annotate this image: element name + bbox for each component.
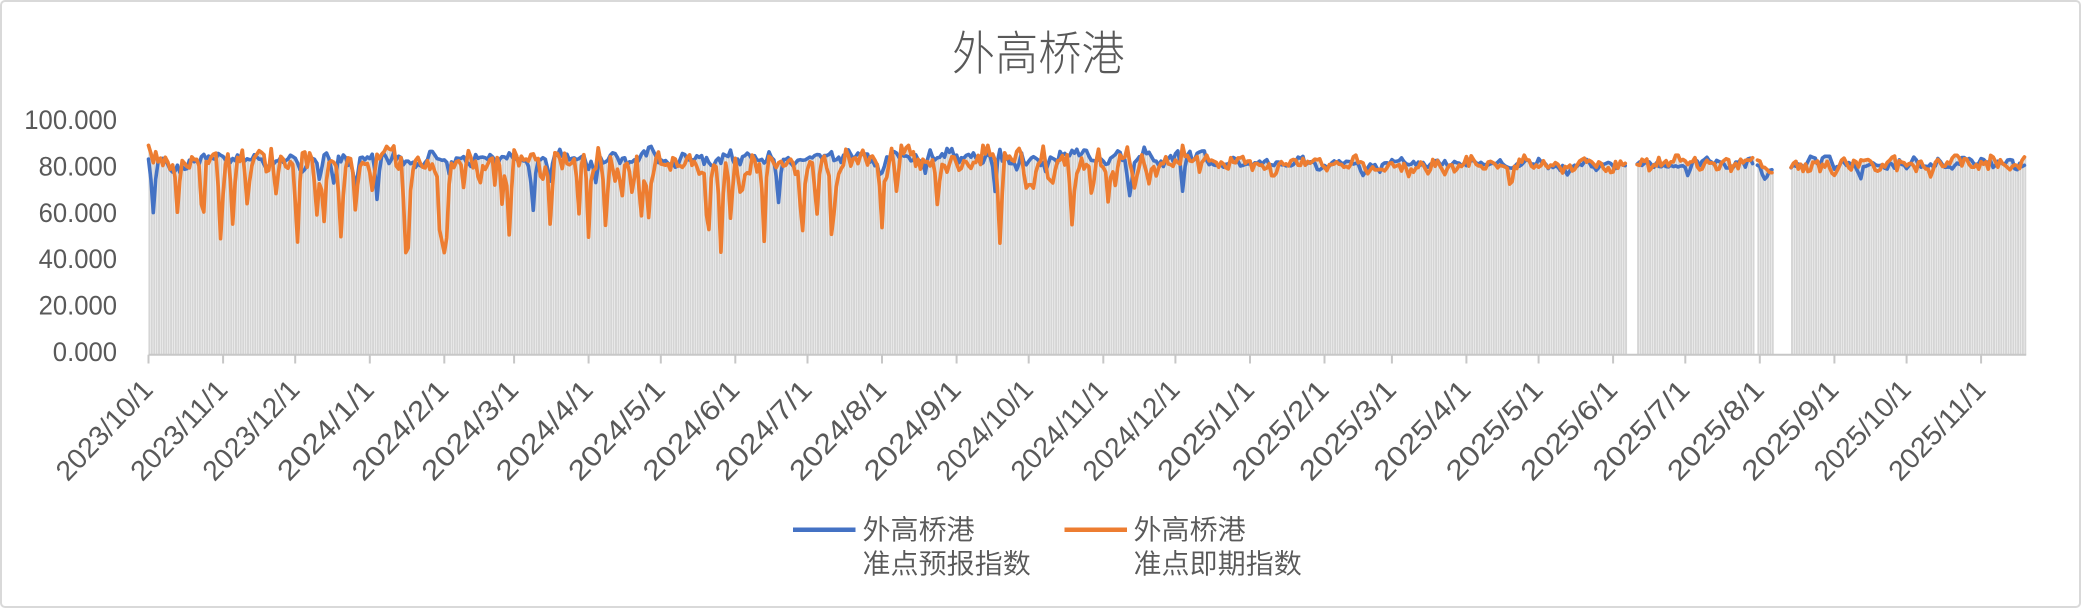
svg-text:0.000: 0.000 (53, 337, 117, 367)
svg-text:80.000: 80.000 (39, 151, 117, 181)
svg-text:20.000: 20.000 (39, 291, 117, 321)
svg-text:60.000: 60.000 (39, 198, 117, 228)
svg-text:100.000: 100.000 (24, 105, 117, 135)
svg-text:40.000: 40.000 (39, 244, 117, 274)
